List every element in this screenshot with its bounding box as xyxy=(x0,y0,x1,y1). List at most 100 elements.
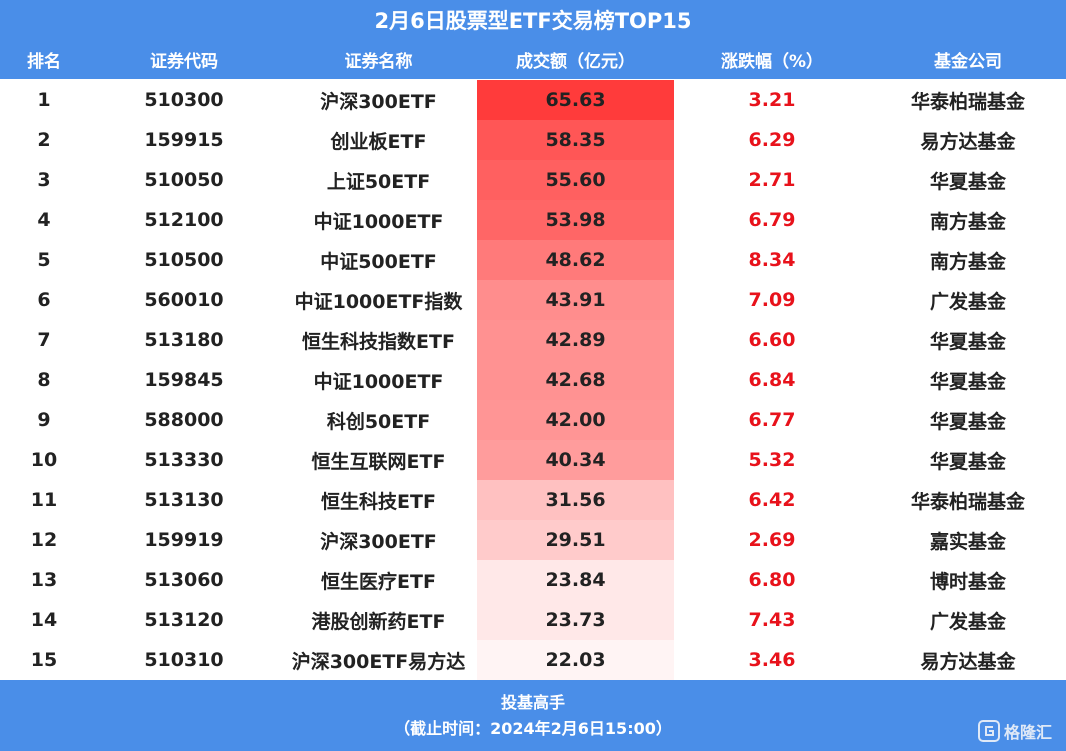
table-row: 12 159919 沪深300ETF 29.51 2.69 嘉实基金 xyxy=(0,520,1066,560)
cell-amount: 48.62 xyxy=(477,240,674,280)
cell-company: 易方达基金 xyxy=(920,650,1016,673)
cell-name: 中证500ETF xyxy=(320,250,437,273)
cell-name: 创业板ETF xyxy=(330,130,427,153)
cell-rank: 7 xyxy=(37,329,51,351)
cell-rank: 13 xyxy=(30,569,58,591)
table-header: 排名 证券代码 证券名称 成交额（亿元） 涨跌幅（%） 基金公司 xyxy=(0,40,1066,79)
header-company: 基金公司 xyxy=(934,52,1002,72)
cell-change: 5.32 xyxy=(748,449,796,471)
cell-rank: 2 xyxy=(37,129,51,151)
table-row: 11 513130 恒生科技ETF 31.56 6.42 华泰柏瑞基金 xyxy=(0,480,1066,520)
cell-code: 513330 xyxy=(144,449,224,471)
cell-change: 6.79 xyxy=(748,209,796,231)
header-amount: 成交额（亿元） xyxy=(516,52,635,72)
cell-code: 513060 xyxy=(144,569,224,591)
cell-change: 3.21 xyxy=(748,89,796,111)
footer-title: 投基高手 xyxy=(500,692,565,712)
cell-amount: 23.73 xyxy=(477,600,674,640)
cell-name: 沪深300ETF易方达 xyxy=(291,650,466,673)
cell-code: 510300 xyxy=(144,89,224,111)
cell-name: 上证50ETF xyxy=(326,170,431,193)
cell-code: 159915 xyxy=(144,129,224,151)
cell-rank: 10 xyxy=(30,449,58,471)
watermark-text: 格隆汇 xyxy=(1003,723,1052,742)
table-row: 13 513060 恒生医疗ETF 23.84 6.80 博时基金 xyxy=(0,560,1066,600)
table-row: 4 512100 中证1000ETF 53.98 6.79 南方基金 xyxy=(0,200,1066,240)
cell-company: 华夏基金 xyxy=(929,170,1006,193)
cell-rank: 4 xyxy=(37,209,51,231)
header-name: 证券名称 xyxy=(344,52,413,72)
cell-company: 华泰柏瑞基金 xyxy=(910,490,1025,513)
cell-amount: 23.84 xyxy=(477,560,674,600)
cell-amount: 53.98 xyxy=(477,200,674,240)
cell-name: 恒生互联网ETF xyxy=(311,450,446,473)
cell-code: 159919 xyxy=(144,529,224,551)
cell-change: 6.42 xyxy=(748,489,796,511)
table-row: 5 510500 中证500ETF 48.62 8.34 南方基金 xyxy=(0,240,1066,280)
cell-change: 7.09 xyxy=(748,289,796,311)
cell-company: 广发基金 xyxy=(929,610,1006,633)
table-row: 8 159845 中证1000ETF 42.68 6.84 华夏基金 xyxy=(0,360,1066,400)
cell-code: 510050 xyxy=(144,169,224,191)
cell-change: 6.77 xyxy=(748,409,796,431)
cell-amount: 40.34 xyxy=(477,440,674,480)
cell-code: 510500 xyxy=(144,249,224,271)
cell-amount: 31.56 xyxy=(477,480,674,520)
cell-name: 恒生科技ETF xyxy=(321,490,436,513)
cell-company: 南方基金 xyxy=(929,210,1006,233)
cell-amount: 65.63 xyxy=(477,80,674,120)
cell-rank: 9 xyxy=(37,409,51,431)
cell-company: 广发基金 xyxy=(929,290,1006,313)
cell-change: 7.43 xyxy=(748,609,796,631)
table-row: 2 159915 创业板ETF 58.35 6.29 易方达基金 xyxy=(0,120,1066,160)
cell-code: 159845 xyxy=(144,369,224,391)
table-row: 15 510310 沪深300ETF易方达 22.03 3.46 易方达基金 xyxy=(0,640,1066,680)
table-row: 14 513120 港股创新药ETF 23.73 7.43 广发基金 xyxy=(0,600,1066,640)
cell-rank: 11 xyxy=(30,489,58,511)
cell-name: 中证1000ETF指数 xyxy=(294,290,463,313)
footer: 投基高手 （截止时间：2024年2月6日15:00） xyxy=(0,680,1066,751)
cell-name: 港股创新药ETF xyxy=(311,610,446,633)
cell-change: 2.69 xyxy=(748,529,796,551)
cell-name: 恒生科技指数ETF xyxy=(302,330,455,353)
cell-name: 沪深300ETF xyxy=(320,530,437,553)
gelonghui-logo-icon xyxy=(977,720,1000,742)
cell-amount: 43.91 xyxy=(477,280,674,320)
cell-code: 560010 xyxy=(144,289,224,311)
cell-change: 2.71 xyxy=(748,169,796,191)
cell-name: 中证1000ETF xyxy=(313,370,444,393)
cell-code: 513180 xyxy=(144,329,224,351)
cell-amount: 42.89 xyxy=(477,320,674,360)
footer-timestamp: （截止时间：2024年2月6日15:00） xyxy=(394,718,672,738)
cell-amount: 42.00 xyxy=(477,400,674,440)
cell-company: 嘉实基金 xyxy=(929,530,1006,553)
cell-code: 510310 xyxy=(144,649,224,671)
cell-rank: 6 xyxy=(37,289,51,311)
header-code: 证券代码 xyxy=(150,52,218,72)
cell-company: 华夏基金 xyxy=(929,410,1006,433)
cell-change: 3.46 xyxy=(748,649,796,671)
cell-change: 6.84 xyxy=(748,369,796,391)
cell-rank: 5 xyxy=(37,249,51,271)
table-body: 1 510300 沪深300ETF 65.63 3.21 华泰柏瑞基金 2 159915 创业板… xyxy=(0,80,1066,680)
cell-rank: 8 xyxy=(37,369,51,391)
cell-amount: 22.03 xyxy=(477,640,674,680)
table-row: 3 510050 上证50ETF 55.60 2.71 华夏基金 xyxy=(0,160,1066,200)
cell-change: 8.34 xyxy=(748,249,796,271)
cell-amount: 58.35 xyxy=(477,120,674,160)
table-row: 1 510300 沪深300ETF 65.63 3.21 华泰柏瑞基金 xyxy=(0,80,1066,120)
table-row: 9 588000 科创50ETF 42.00 6.77 华夏基金 xyxy=(0,400,1066,440)
cell-company: 华夏基金 xyxy=(929,370,1006,393)
cell-rank: 14 xyxy=(30,609,58,631)
cell-amount: 29.51 xyxy=(477,520,674,560)
cell-name: 沪深300ETF xyxy=(320,90,437,113)
cell-amount: 55.60 xyxy=(477,160,674,200)
header-change: 涨跌幅（%） xyxy=(720,52,824,72)
cell-name: 恒生医疗ETF xyxy=(321,570,436,593)
cell-code: 588000 xyxy=(144,409,224,431)
table-row: 10 513330 恒生互联网ETF 40.34 5.32 华夏基金 xyxy=(0,440,1066,480)
cell-company: 南方基金 xyxy=(929,250,1006,273)
cell-change: 6.60 xyxy=(748,329,796,351)
header-row: 排名 证券代码 证券名称 成交额（亿元） 涨跌幅（%） 基金公司 xyxy=(0,40,1066,79)
